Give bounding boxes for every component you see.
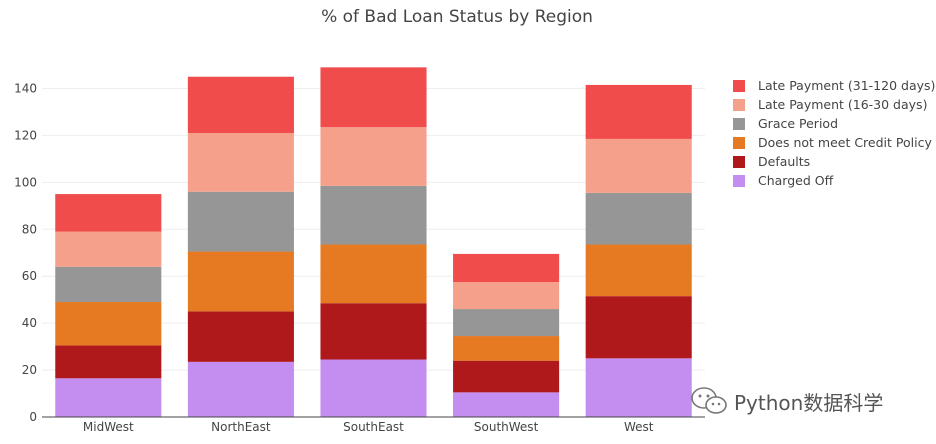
bar-segment [187,133,294,192]
watermark: Python数据科学 [690,386,883,416]
y-tick-label: 40 [22,316,37,330]
bar-segment [453,253,560,283]
x-tick-label: MidWest [83,420,134,434]
bar-segment [187,361,294,417]
legend-label: Grace Period [758,116,838,131]
bar-segment [55,302,162,346]
bar-segment [55,378,162,417]
bar-segment [320,359,427,417]
legend-label: Late Payment (31-120 days) [758,78,935,93]
y-tick-label: 20 [22,363,37,377]
bar-segment [585,138,692,193]
legend-swatch [733,137,745,149]
legend-label: Does not meet Credit Policy [758,135,932,150]
bar-segment [320,185,427,245]
legend-swatch [733,99,745,111]
bar-segment [585,244,692,297]
bar-segment [453,392,560,417]
legend-swatch [733,175,745,187]
bar-segment [320,127,427,186]
bar-segment [320,67,427,128]
x-tick-label: NorthEast [211,420,271,434]
legend-label: Charged Off [758,173,834,188]
y-tick-label: 120 [14,128,37,142]
axes: 0 20 40 60 80 100 120 140 MidWest NorthEast SouthE… [14,81,705,434]
legend-swatch [733,156,745,168]
bar-segment [187,76,294,134]
bar-segment [453,336,560,361]
bar-segment [187,251,294,312]
legend: Late Payment (31-120 days) Late Payment (… [733,78,935,188]
bar-segment [453,282,560,310]
bar-segment [55,266,162,303]
x-tick-label: West [624,420,654,434]
bar-segment [55,231,162,267]
y-tick-label: 60 [22,269,37,283]
y-tick-label: 80 [22,222,37,236]
bar-segment [585,296,692,359]
bar-segment [55,345,162,379]
bar-segment [55,194,162,232]
bar-segment [453,360,560,393]
stacked-bars [55,67,692,417]
bar-segment [320,303,427,360]
legend-swatch [733,80,745,92]
wechat-icon [691,387,727,414]
legend-label: Late Payment (16-30 days) [758,97,927,112]
bar-segment [453,309,560,337]
bar-segment [320,244,427,304]
y-tick-label: 0 [29,410,37,424]
x-tick-label: SouthEast [343,420,404,434]
bar-segment [585,84,692,139]
bar-segment [187,191,294,252]
bar-segment [585,192,692,245]
legend-swatch [733,118,745,130]
chart-title: % of Bad Loan Status by Region [321,7,593,27]
x-tick-label: SouthWest [474,420,539,434]
legend-label: Defaults [758,154,810,169]
bar-segment [187,311,294,362]
bar-segment [585,358,692,417]
y-tick-label: 100 [14,175,37,189]
watermark-text: Python数据科学 [734,390,884,415]
y-tick-label: 140 [14,81,37,95]
